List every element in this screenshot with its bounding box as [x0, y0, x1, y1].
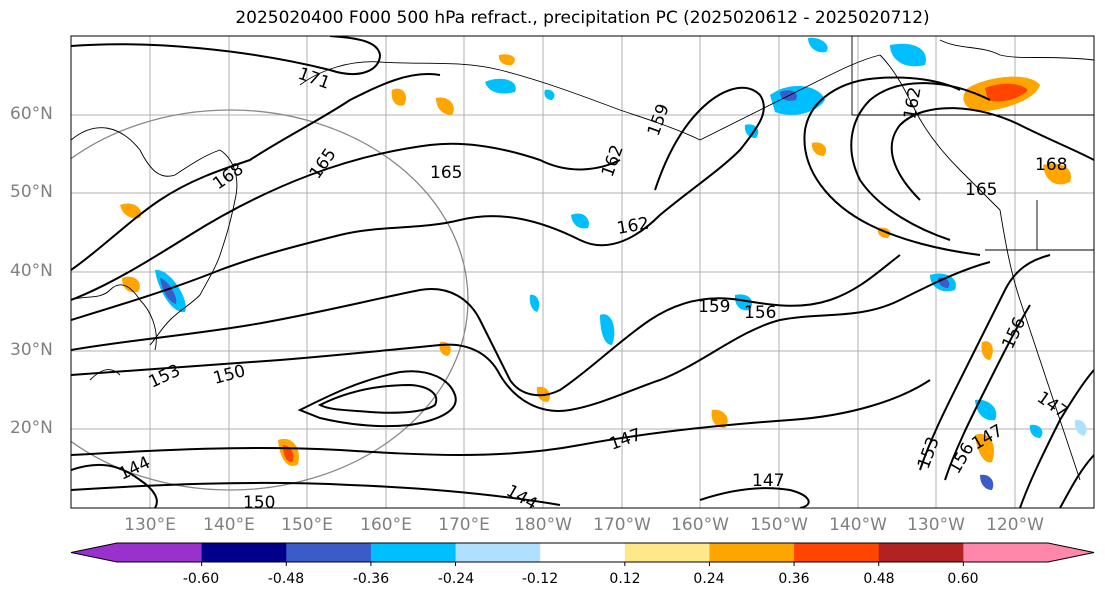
precip-negative-blob [544, 89, 555, 100]
contour-162-east [803, 76, 981, 256]
precip-shading [120, 37, 1087, 490]
colorbar-tick-label: 0.12 [609, 571, 641, 587]
precip-positive-blob [120, 203, 142, 219]
coastlines [71, 36, 1094, 481]
colorbar-segment [286, 543, 372, 562]
precip-negative-blob [734, 294, 753, 311]
contour-144 [71, 481, 561, 506]
contour-171 [71, 36, 382, 75]
precip-positive-blob [985, 83, 1028, 102]
contour-153-east [919, 254, 1051, 471]
colorbar-tick-label: 0.24 [693, 571, 725, 587]
colorbar-segment [455, 543, 541, 562]
colorbar-tick-label: -0.48 [267, 571, 305, 587]
precip-negative-blob [485, 78, 516, 94]
contour-147 [71, 379, 931, 456]
contour-156 [71, 261, 991, 412]
colorbar-tick-label: 0.48 [863, 571, 895, 587]
contour-156-east [944, 304, 1031, 481]
precip-negative-blob [1029, 424, 1043, 438]
lon-label: 150°E [281, 515, 333, 535]
colorbar-segment [540, 543, 626, 562]
contour-label: 147 [752, 471, 784, 491]
lon-label: 140°W [829, 515, 887, 535]
precip-positive-blob [975, 434, 995, 463]
precip-negative-blob [890, 43, 926, 67]
colorbar [70, 542, 1095, 566]
lat-label-20n: 20°N [10, 418, 53, 438]
precip-positive-blob [283, 445, 294, 462]
lat-label-40n: 40°N [10, 261, 53, 281]
lon-label: 120°W [986, 515, 1044, 535]
lat-label-50n: 50°N [10, 182, 53, 202]
colorbar-extend-high [1048, 543, 1094, 562]
colorbar-segment [117, 543, 203, 562]
precip-positive-blob [981, 341, 993, 360]
colorbar-segment [878, 543, 964, 562]
precip-positive-blob [811, 142, 827, 156]
colorbar-segment [624, 543, 710, 562]
lat-label-30n: 30°N [10, 340, 53, 360]
lon-label: 170°E [438, 515, 490, 535]
colorbar-segment [794, 543, 880, 562]
contour-165-east [850, 82, 991, 241]
precip-negative-blob [975, 399, 997, 421]
precip-positive-blob [1043, 163, 1071, 185]
precip-positive-blob [436, 97, 454, 115]
lon-label: 160°W [671, 515, 729, 535]
contour-label: 168 [1035, 155, 1067, 175]
contour-label: 156 [744, 303, 776, 323]
contour-144-east [1059, 454, 1094, 508]
colorbar-tick-label: -0.60 [182, 571, 220, 587]
contour-165 [71, 142, 621, 301]
lon-label: 150°W [750, 515, 808, 535]
lon-label: 160°E [360, 515, 412, 535]
contour-label: 165 [965, 180, 997, 200]
lon-label: 180°W [514, 515, 572, 535]
contour-label: 165 [430, 163, 462, 183]
map-title: 2025020400 F000 500 hPa refract., precip… [235, 8, 930, 28]
precip-positive-blob [498, 54, 515, 66]
colorbar-segment [963, 543, 1049, 562]
precip-negative-blob [600, 314, 615, 345]
precip-negative-blob [529, 294, 540, 312]
colorbar-tick-label: -0.24 [437, 571, 475, 587]
colorbar-segment [201, 543, 287, 562]
colorbar-tick-label: 0.60 [947, 571, 979, 587]
precip-negative-blob [1074, 419, 1087, 436]
contour-168-east [890, 107, 1094, 201]
precip-negative-blob [571, 213, 589, 229]
colorbar-outline [70, 542, 1095, 563]
contour-153 [297, 370, 457, 428]
precip-negative-blob [980, 474, 994, 490]
lon-label: 170°W [593, 515, 651, 535]
contour-159 [71, 254, 901, 397]
contour-lines [71, 36, 1094, 508]
colorbar-segment [370, 543, 457, 562]
lat-label-60n: 60°N [10, 104, 53, 124]
precip-positive-blob [711, 409, 728, 428]
precip-negative-blob [744, 124, 759, 138]
precip-positive-blob [122, 276, 140, 293]
precip-negative-blob [808, 37, 828, 53]
plot-frame [70, 35, 1095, 509]
range-circle [71, 109, 469, 491]
contour-147-east [1019, 369, 1094, 508]
contour-162 [71, 86, 765, 321]
lon-label: 130°W [907, 515, 965, 535]
precip-negative-blob [160, 278, 177, 304]
precip-positive-blob [391, 88, 407, 106]
contour-label: 150 [243, 493, 275, 513]
lon-label: 140°E [203, 515, 255, 535]
lon-label: 130°E [124, 515, 176, 535]
colorbar-tick-label: -0.36 [352, 571, 390, 587]
colorbar-extend-low [71, 543, 117, 562]
contour-168 [71, 73, 441, 271]
colorbar-tick-label: -0.12 [521, 571, 559, 587]
colorbar-tick-label: 0.36 [778, 571, 810, 587]
contour-label: 159 [698, 297, 730, 317]
contour-150 [317, 383, 438, 414]
colorbar-segment [709, 543, 795, 562]
